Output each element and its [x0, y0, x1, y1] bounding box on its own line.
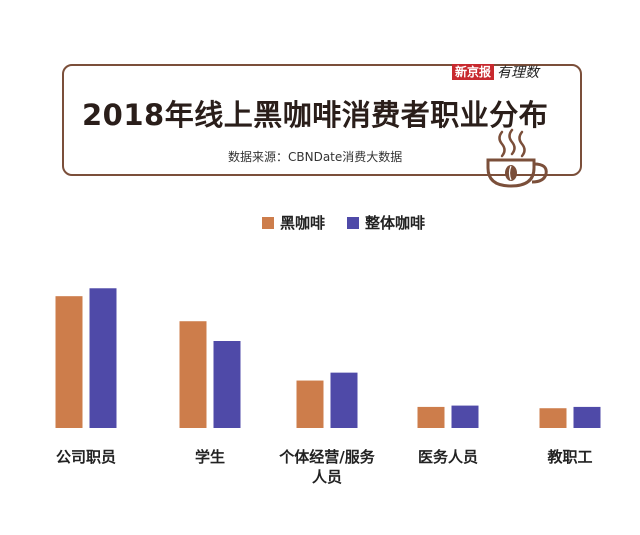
bar-all-coffee-4 — [573, 406, 601, 428]
legend-swatch-black-coffee — [262, 216, 274, 229]
bar-black-coffee-0 — [55, 296, 83, 428]
bar-black-coffee-4 — [539, 408, 567, 428]
category-label-1: 学生 — [195, 448, 225, 466]
chart-legend: 黑咖啡 整体咖啡 — [262, 212, 425, 233]
bar-black-coffee-3 — [417, 406, 445, 428]
title-frame — [62, 64, 582, 176]
bar-black-coffee-2 — [296, 380, 324, 428]
category-label-4: 教职工 — [546, 448, 592, 466]
bar-all-coffee-2 — [330, 372, 358, 428]
brand-logo: 新京报 有理数 — [452, 62, 539, 82]
bar-black-coffee-1 — [179, 321, 207, 428]
category-label-2: 个体经营/服务 — [278, 448, 375, 466]
category-label-3: 医务人员 — [418, 448, 478, 466]
legend-swatch-all-coffee — [347, 216, 360, 229]
chart-title: 2018年线上黑咖啡消费者职业分布 — [82, 98, 549, 132]
legend-label-all-coffee: 整体咖啡 — [365, 214, 426, 232]
legend-label-black-coffee: 黑咖啡 — [280, 214, 326, 232]
legend-item-all-coffee: 整体咖啡 — [347, 212, 425, 233]
legend-item-black-coffee: 黑咖啡 — [262, 212, 325, 233]
bar-all-coffee-3 — [451, 405, 479, 428]
coffee-cup-icon — [486, 128, 548, 188]
data-source: 数据来源：CBNDate消费大数据 — [228, 150, 403, 164]
bar-all-coffee-1 — [213, 341, 241, 428]
category-label-2: 人员 — [312, 468, 342, 486]
bar-all-coffee-0 — [89, 288, 117, 428]
category-label-0: 公司职员 — [56, 448, 116, 466]
brand-paper-name: 新京报 — [452, 64, 495, 80]
brand-column-name: 有理数 — [497, 65, 540, 81]
